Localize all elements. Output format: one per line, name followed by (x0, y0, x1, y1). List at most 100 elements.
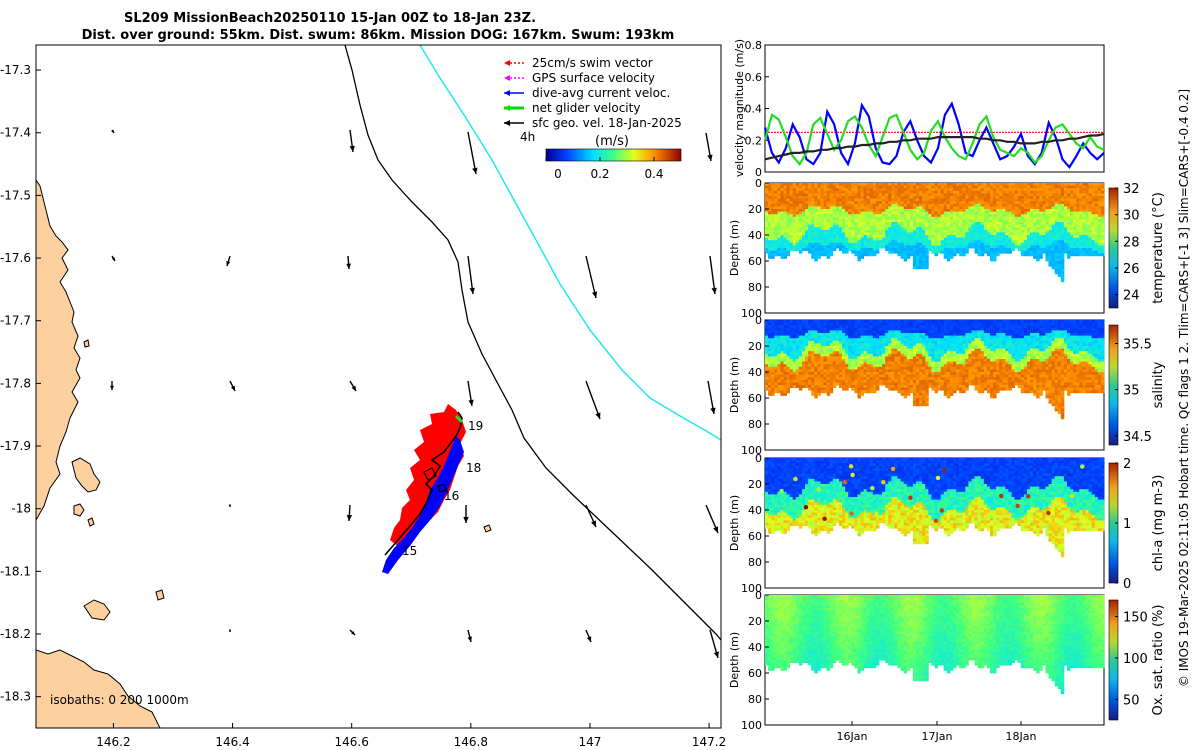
geo-velocity-vector (349, 380, 357, 392)
chl-sample-dot (999, 493, 1004, 499)
chl-sample-dot (942, 468, 947, 473)
geo-velocity-vector (463, 505, 469, 523)
current-vector-fan (382, 436, 464, 574)
oxygen-depth-tick-label: 100 (741, 719, 762, 732)
velocity-y-tick-label: 0.4 (745, 103, 763, 116)
temperature-depth-tick-label: 20 (748, 203, 762, 216)
temperature-colorbar-tick-label: 28 (1123, 235, 1140, 250)
chl-sample-dot (779, 489, 784, 494)
map-x-tick-label: 147 (579, 735, 602, 749)
chl-sample-dot (874, 511, 879, 516)
oxygen-depth-tick-label: 80 (748, 693, 762, 706)
chl-sample-dot (1069, 493, 1075, 499)
map-y-tick-label: -18.1 (0, 564, 31, 578)
geo-velocity-vector (111, 255, 116, 262)
chl-sample-dot (848, 464, 854, 469)
chl-sample-dot (1080, 464, 1085, 469)
chl-sample-dot (816, 487, 821, 492)
glider-track (382, 404, 466, 574)
swim-vector-fan (390, 404, 466, 548)
geo-velocity-vector (229, 380, 236, 392)
coast-south (36, 649, 161, 728)
colorbar-label: (m/s) (595, 134, 629, 149)
salinity-depth-tick-label: 40 (748, 366, 762, 379)
chl-sample-dot (890, 466, 896, 472)
temperature-depth-tick-label: 60 (748, 255, 762, 268)
legend-background (498, 56, 684, 146)
glider-path (384, 411, 463, 556)
geo-velocity-vector (226, 255, 231, 267)
map-y-tick-label: -18 (11, 502, 31, 516)
temperature-colorbar-tick-label: 24 (1123, 289, 1140, 304)
chl-sample-dot (1026, 494, 1031, 499)
legend-label: dive-avg current veloc. (532, 86, 670, 100)
map-x-ticks: 146.2 146.4 146.6 146.8 147 147.2 (96, 723, 726, 749)
chl-a-depth-tick-label: 20 (748, 478, 762, 491)
chl-sample-dot (935, 475, 941, 481)
legend-item: GPS surface velocity (504, 71, 655, 85)
island-3 (83, 599, 111, 621)
title-line-1: SL209 MissionBeach20250110 15-Jan 00Z to… (124, 11, 536, 26)
geo-velocity-vector (709, 255, 717, 295)
salinity-colorbar-label: salinity (1151, 361, 1166, 408)
oxygen-depth-tick-label: 40 (748, 641, 762, 654)
oxygen-colorbar (1108, 599, 1119, 721)
coast-mainland (36, 179, 81, 522)
panel-salinity: 0 20 40 60 80 100 Depth (m) 34.5 35 35.5 salinity (728, 314, 1166, 457)
island-4 (155, 589, 165, 601)
map-y-ticks: -17.3 -17.4 -17.5 -17.6 -17.7 -17.8 -17.9 -18 -1… (0, 63, 41, 704)
legend-item: dive-avg current veloc. (504, 86, 670, 100)
temperature-y-label: Depth (m) (728, 220, 741, 276)
isobath-1000m (419, 45, 721, 441)
salinity-depth-tick-label: 100 (741, 444, 762, 457)
map-y-tick-label: -18.2 (0, 627, 31, 641)
geo-velocity-vector (110, 381, 114, 390)
oxygen-colorbar-label: Ox. sat. ratio (%) (1151, 605, 1166, 716)
legend-item: net glider velocity (504, 101, 640, 115)
chl-sample-dot (822, 516, 827, 521)
chl-sample-dot (908, 495, 913, 500)
geo-velocity-vector (111, 129, 115, 134)
chl-a-depth-tick-label: 80 (748, 556, 762, 569)
map-y-tick-label: -17.5 (0, 188, 31, 202)
oxygen-depth-tick-label: 0 (755, 589, 762, 602)
time-tick-label: 18Jan (1006, 730, 1037, 743)
temperature-colorbar-label: temperature (°C) (1151, 192, 1166, 304)
speed-colorbar (545, 148, 682, 162)
map-y-tick-label: -17.8 (0, 376, 31, 390)
salinity-colorbar-tick-label: 35.5 (1123, 337, 1152, 352)
map-y-tick-label: -17.3 (0, 63, 31, 77)
time-tick-label: 16Jan (837, 730, 868, 743)
velocity-series-line (763, 101, 1105, 170)
geo-velocity-vector (705, 132, 713, 162)
footer-credit: © IMOS 19-Mar-2025 02:11:05 Hobart time.… (1177, 89, 1191, 687)
salinity-depth-tick-label: 20 (748, 340, 762, 353)
velocity-y-tick-label: 0 (755, 166, 762, 179)
legend-item: 25cm/s swim vector (504, 56, 653, 70)
salinity-depth-tick-label: 80 (748, 418, 762, 431)
chl-sample-dot (849, 511, 854, 516)
chl-sample-dot (1015, 503, 1020, 509)
island-7 (483, 524, 492, 533)
panel-temperature: 0 20 40 60 80 100 Depth (m) 24 26 28 30 32 temperatu… (728, 177, 1166, 320)
legend-label: 25cm/s swim vector (532, 56, 653, 70)
geo-velocity-vector (707, 380, 716, 415)
map-x-tick-label: 146.8 (454, 735, 488, 749)
map-x-tick-label: 146.6 (335, 735, 369, 749)
salinity-depth-tick-label: 60 (748, 392, 762, 405)
chl-sample-dot (870, 485, 875, 491)
velocity-y-tick-label: 0.8 (745, 39, 763, 52)
time-tick-label: 17Jan (922, 730, 953, 743)
temperature-colorbar-tick-label: 32 (1123, 182, 1140, 197)
chl-a-y-label: Depth (m) (728, 495, 741, 551)
temperature-colorbar (1108, 187, 1119, 309)
panel-chl-a: 0 20 40 60 80 100 Depth (m) 0 1 2 chl-a (mg m-3) (728, 452, 1166, 595)
chl-a-colorbar-label: chl-a (mg m-3) (1151, 475, 1166, 572)
geo-velocity-vector (228, 504, 232, 507)
net-glider-velocity-vector (454, 414, 464, 424)
geo-velocity-vector (585, 504, 597, 528)
map-x-tick-label: 146.4 (215, 735, 249, 749)
velocity-series-line (763, 113, 1105, 166)
temperature-depth-tick-label: 40 (748, 229, 762, 242)
